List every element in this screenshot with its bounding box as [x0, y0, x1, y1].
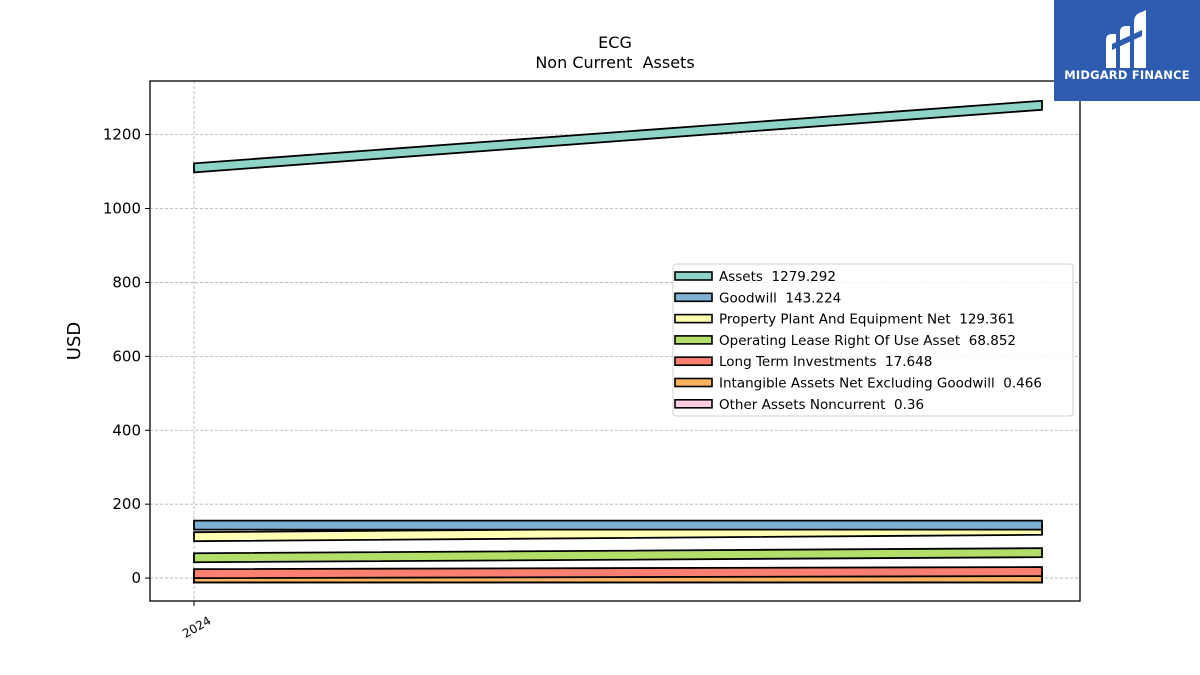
series-band-operating-lease-right-of-use-asset	[193, 547, 1043, 564]
y-tick-label: 200	[112, 495, 141, 513]
y-tick-label: 400	[112, 421, 141, 439]
brand-name: MIDGARD FINANCE	[1064, 68, 1190, 82]
series-band-assets	[193, 99, 1043, 174]
grid-lines	[150, 81, 1080, 601]
legend-swatch	[674, 377, 713, 388]
y-tick-label: 800	[112, 273, 141, 291]
y-tick-label: 1200	[103, 126, 141, 144]
legend-swatch	[674, 398, 713, 409]
legend-swatch	[674, 292, 713, 303]
legend-box	[672, 263, 1074, 417]
series-band-long-term-investments	[193, 566, 1043, 580]
legend-label: Assets 1279.292	[719, 269, 836, 285]
legend-label: Goodwill 143.224	[719, 290, 841, 306]
y-axis-label: USD	[64, 322, 85, 360]
legend-label: Operating Lease Right Of Use Asset 68.85…	[719, 333, 1016, 349]
legend-label: Long Term Investments 17.648	[719, 354, 932, 370]
series-band-goodwill	[193, 519, 1043, 531]
chart-title: ECG	[598, 33, 632, 52]
y-tick-label: 600	[112, 347, 141, 365]
plot-frame	[149, 80, 1081, 602]
legend-label: Property Plant And Equipment Net 129.361	[719, 312, 1015, 328]
series-layer	[193, 99, 1043, 584]
brand-logo: MIDGARD FINANCE	[1054, 0, 1200, 101]
legend-label: Intangible Assets Net Excluding Goodwill…	[719, 376, 1042, 392]
legend-swatch	[674, 313, 713, 324]
y-tick-label: 0	[131, 569, 141, 587]
legend-swatch	[674, 356, 713, 367]
midgard-logo-icon	[1106, 10, 1146, 68]
legend-label: Other Assets Noncurrent 0.36	[719, 397, 924, 413]
legend-swatch	[674, 335, 713, 345]
x-tick-label: 2024	[180, 613, 213, 640]
legend-swatch	[674, 271, 713, 281]
legend: Assets 1279.292 Goodwill 143.224 Property …	[672, 263, 1074, 417]
chart-subtitle: Non Current Assets	[535, 53, 694, 72]
axes: 0 200 400 600 800 1000 1200 2024	[103, 126, 214, 641]
y-tick-label: 1000	[103, 200, 141, 218]
